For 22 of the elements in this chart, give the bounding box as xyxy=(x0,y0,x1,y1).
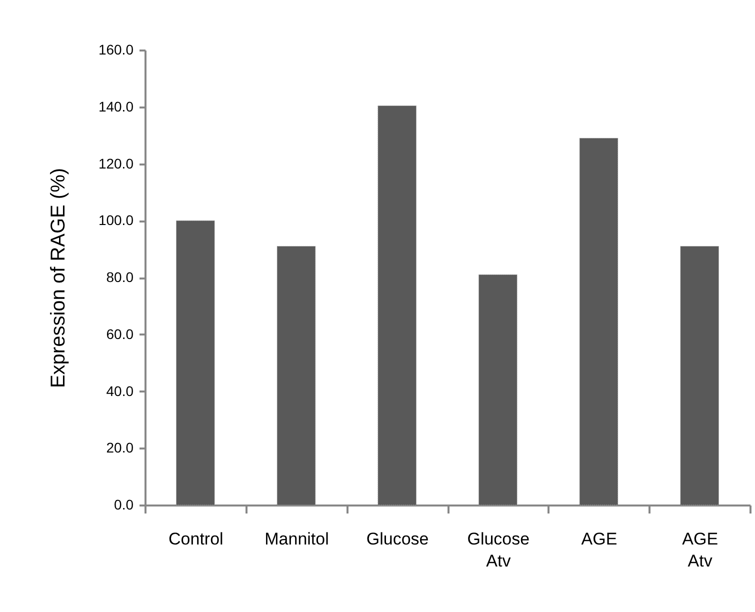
bar xyxy=(176,220,215,506)
x-tick-label: AGE xyxy=(581,530,618,548)
bar xyxy=(478,274,518,506)
x-tick-label: Glucose xyxy=(366,530,429,548)
bar xyxy=(680,246,719,506)
y-tick-label: 140.0 xyxy=(98,98,134,114)
y-tick-label: 120.0 xyxy=(98,155,134,172)
y-axis-title: Expression of RAGE (%) xyxy=(47,168,70,388)
y-tick-label: 160.0 xyxy=(98,42,134,58)
y-tick-label: 100.0 xyxy=(98,212,134,228)
y-tick-label: 0.0 xyxy=(114,496,134,512)
x-tick-label: Control xyxy=(168,530,224,548)
x-tick-label: Mannitol xyxy=(264,530,329,548)
y-tick-label: 20.0 xyxy=(106,440,134,456)
x-tick-label: AGE Atv xyxy=(682,530,718,570)
y-tick-label: 60.0 xyxy=(106,326,134,342)
bar xyxy=(378,105,416,506)
y-tick-label: 40.0 xyxy=(106,382,134,399)
bar xyxy=(579,138,618,506)
x-tick-label: Glucose Atv xyxy=(467,530,530,570)
bar xyxy=(276,246,316,506)
y-tick-label: 80.0 xyxy=(106,269,134,285)
